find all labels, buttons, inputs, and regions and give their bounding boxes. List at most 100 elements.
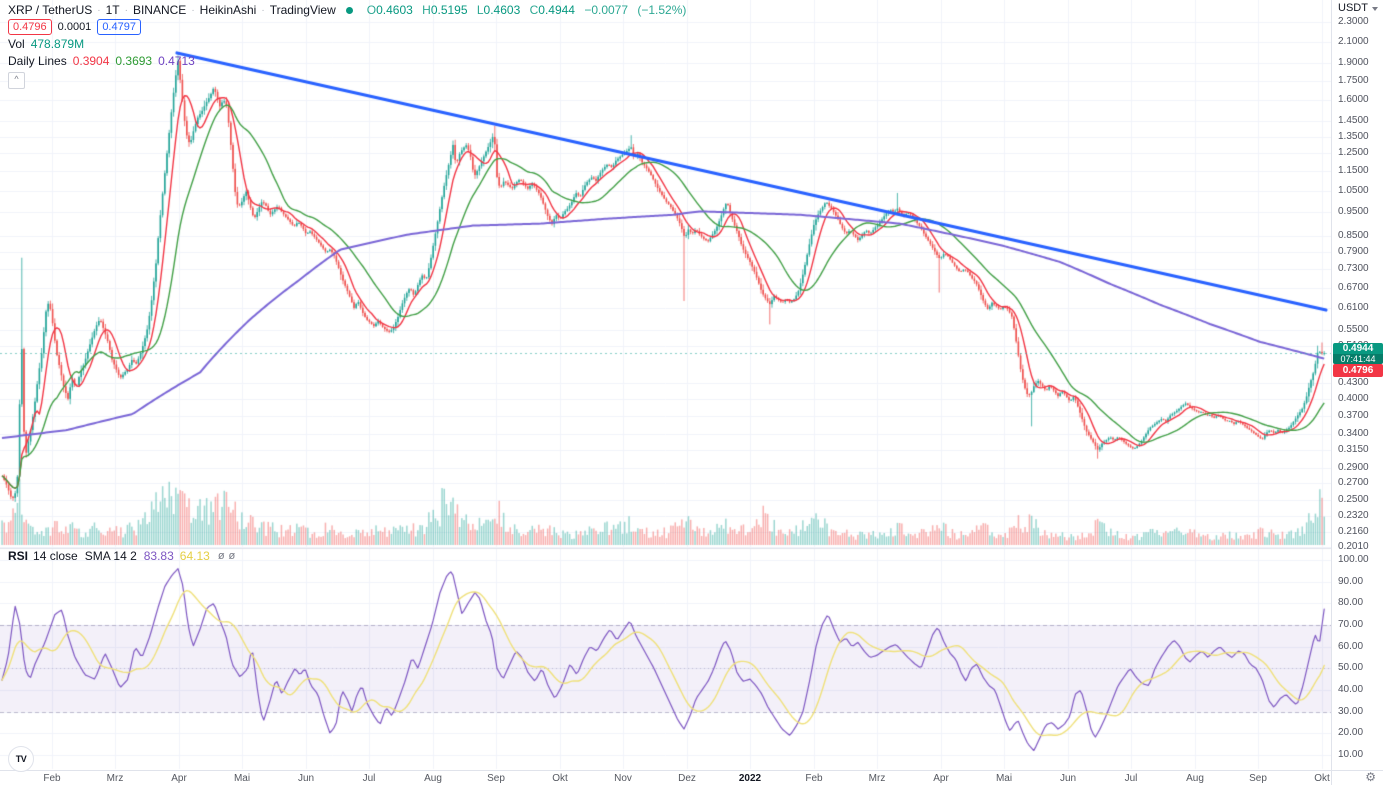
time-axis-label: Aug xyxy=(1186,773,1204,784)
bar-countdown: 07:41:44 xyxy=(1333,354,1383,365)
ma-fast-value: 0.3904 xyxy=(72,54,110,68)
bid-price-axis-box[interactable]: 0.4796 xyxy=(1333,364,1383,378)
rsi-hide-icon[interactable]: ø xyxy=(217,550,225,562)
daily-lines-label: Daily Lines xyxy=(8,54,67,68)
time-axis-label: Jul xyxy=(362,773,376,784)
close-value: 0.4944 xyxy=(538,3,575,17)
last-price-box[interactable]: 0.4944 07:41:44 xyxy=(1333,343,1383,365)
symbol-row[interactable]: XRP / TetherUS · 1T · BINANCE · HeikinAs… xyxy=(8,3,686,18)
time-axis-label: Mrz xyxy=(868,773,886,784)
rsi-sma-params: SMA 14 2 xyxy=(84,549,137,563)
separator-dot: · xyxy=(97,5,101,16)
open-value: 0.4603 xyxy=(376,3,413,17)
price-tick: 0.7900 xyxy=(1338,246,1369,258)
time-axis-label: Feb xyxy=(805,773,823,784)
time-axis-label: Dez xyxy=(678,773,696,784)
price-tick: 0.7300 xyxy=(1338,263,1369,275)
rsi-axis-tick: 20.00 xyxy=(1338,727,1364,739)
time-axis-label: Jun xyxy=(297,773,315,784)
time-axis-label: Mrz xyxy=(106,773,124,784)
ohlc-values: O0.4603 H0.5195 L0.4603 C0.4944 −0.0077 … xyxy=(366,3,687,17)
settings-gear-icon[interactable]: ⚙ xyxy=(1365,770,1376,784)
ask-price-button[interactable]: 0.4797 xyxy=(97,19,141,35)
price-tick: 1.9000 xyxy=(1338,57,1369,69)
price-tick: 0.3400 xyxy=(1338,427,1369,439)
exchange-label[interactable]: BINANCE xyxy=(132,3,187,17)
daily-lines-row[interactable]: Daily Lines 0.3904 0.3693 0.4713 xyxy=(8,54,686,69)
price-tick: 0.2900 xyxy=(1338,462,1369,474)
rsi-axis-tick: 10.00 xyxy=(1338,749,1364,761)
rsi-axis-tick: 80.00 xyxy=(1338,597,1364,609)
price-tick: 0.8500 xyxy=(1338,230,1369,242)
price-tick: 0.2700 xyxy=(1338,477,1369,489)
price-tick: 0.2320 xyxy=(1338,510,1369,522)
symbol-title[interactable]: XRP / TetherUS xyxy=(8,3,93,17)
price-tick: 1.4500 xyxy=(1338,115,1369,127)
bid-price-button[interactable]: 0.4796 xyxy=(8,19,52,35)
currency-label: USDT xyxy=(1338,2,1368,14)
price-tick: 2.3000 xyxy=(1338,16,1369,27)
chart-legend: XRP / TetherUS · 1T · BINANCE · HeikinAs… xyxy=(8,3,686,89)
volume-row[interactable]: Vol 478.879M xyxy=(8,37,686,52)
price-tick: 1.1500 xyxy=(1338,165,1369,177)
change-value: −0.0077 xyxy=(584,3,629,17)
price-tick: 0.4300 xyxy=(1338,377,1369,389)
brand-label[interactable]: TradingView xyxy=(269,3,336,17)
price-tick: 0.2500 xyxy=(1338,494,1369,506)
rsi-title: RSI xyxy=(8,549,29,563)
rsi-legend[interactable]: RSI 14 close SMA 14 2 83.83 64.13 ø ø xyxy=(8,549,239,563)
ma-mid-value: 0.3693 xyxy=(115,54,153,68)
separator-dot: · xyxy=(124,5,128,16)
interval-label[interactable]: 1T xyxy=(105,3,120,17)
time-axis[interactable]: Feb Mrz Apr Mai Jun Jul Aug Sep Okt Nov Dez 2022 Feb… xyxy=(0,770,1331,785)
rsi-sma-value: 64.13 xyxy=(179,549,210,563)
time-axis-label: Okt xyxy=(1314,773,1330,784)
time-axis-label: Aug xyxy=(424,773,442,784)
time-axis-label: Apr xyxy=(171,773,187,784)
rsi-value: 83.83 xyxy=(143,549,174,563)
price-tick: 0.2160 xyxy=(1338,525,1369,537)
rsi-axis-tick: 60.00 xyxy=(1338,640,1364,652)
time-axis-label: 2022 xyxy=(738,773,762,784)
currency-dropdown[interactable]: USDT xyxy=(1338,2,1378,14)
price-axis[interactable]: USDT 2.3000 2.1000 1.9000 1.7500 1.6000 1.450… xyxy=(1331,0,1383,770)
time-axis-label: Sep xyxy=(487,773,505,784)
rsi-axis-tick: 50.00 xyxy=(1338,662,1364,674)
time-axis-label: Mai xyxy=(233,773,251,784)
collapse-indicators-button[interactable]: ^ xyxy=(8,72,25,89)
volume-label: Vol xyxy=(8,37,25,51)
price-tick: 0.2010 xyxy=(1338,541,1369,553)
time-axis-label: Jul xyxy=(1124,773,1138,784)
high-value: 0.5195 xyxy=(430,3,468,17)
chart-style-label: HeikinAshi xyxy=(199,3,257,17)
price-tick: 0.4000 xyxy=(1338,392,1369,404)
price-tick: 1.6000 xyxy=(1338,94,1369,106)
last-price-value: 0.4944 xyxy=(1342,343,1374,355)
price-tick: 0.6700 xyxy=(1338,281,1369,293)
rsi-settings-icon[interactable]: ø xyxy=(228,550,236,562)
price-tick: 1.2500 xyxy=(1338,147,1369,159)
ma-slow-value: 0.4713 xyxy=(158,54,195,68)
rsi-axis-tick: 70.00 xyxy=(1338,619,1364,630)
price-tick: 1.0500 xyxy=(1338,184,1369,196)
spread-value: 0.0001 xyxy=(57,20,92,33)
chevron-down-icon xyxy=(1371,7,1378,11)
time-axis-label: Apr xyxy=(933,773,949,784)
time-axis-label: Mai xyxy=(995,773,1013,784)
change-percent: (−1.52%) xyxy=(637,3,687,17)
price-tick: 0.6100 xyxy=(1338,301,1369,313)
rsi-axis-tick: 90.00 xyxy=(1338,575,1364,587)
price-tick: 1.7500 xyxy=(1338,74,1369,86)
time-axis-label: Sep xyxy=(1249,773,1267,784)
tradingview-logo[interactable]: TV xyxy=(8,746,34,772)
price-tick: 0.3700 xyxy=(1338,409,1369,421)
price-tick: 0.5500 xyxy=(1338,324,1369,336)
price-tick: 2.1000 xyxy=(1338,35,1369,47)
time-axis-label: Jun xyxy=(1059,773,1077,784)
rsi-params: 14 close xyxy=(33,549,78,563)
rsi-axis-tick: 40.00 xyxy=(1338,684,1364,696)
separator-dot: · xyxy=(191,5,195,16)
market-status-icon[interactable] xyxy=(345,7,353,14)
